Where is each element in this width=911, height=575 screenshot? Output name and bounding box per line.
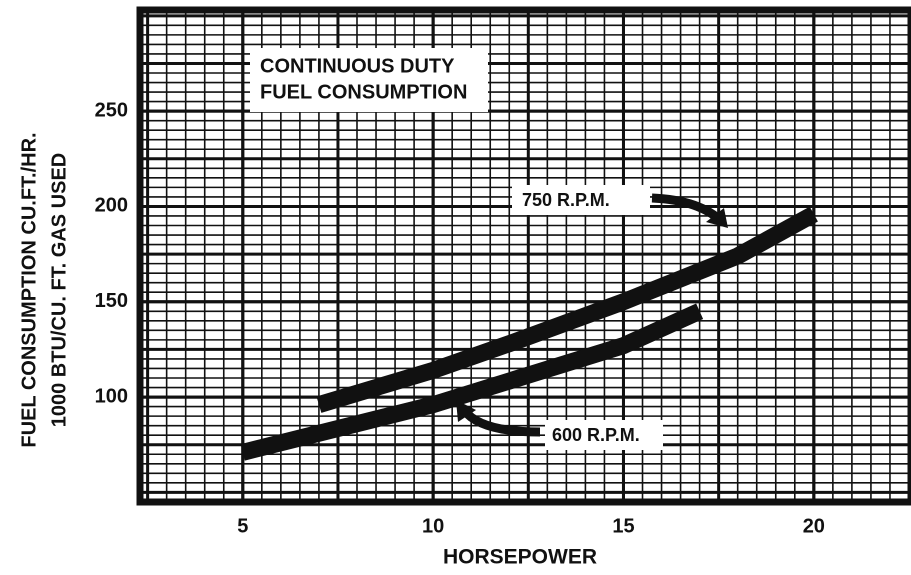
plot-lines xyxy=(240,206,818,461)
line xyxy=(316,206,818,413)
series-label: 600 R.P.M. xyxy=(552,425,640,445)
plot-frame xyxy=(136,6,911,506)
grid xyxy=(140,12,911,500)
y-tick-label: 200 xyxy=(95,195,128,217)
x-axis-label: HORSEPOWER xyxy=(443,546,597,569)
x-tick-label: 20 xyxy=(803,515,825,537)
y-tick-label: 100 xyxy=(95,385,128,407)
label-box xyxy=(545,420,663,450)
x-tick-label: 10 xyxy=(422,515,444,537)
line xyxy=(240,303,704,461)
y-axis-label: FUEL CONSUMPTION CU.FT./HR. xyxy=(18,132,40,447)
x-tick-label: 15 xyxy=(612,515,634,537)
arrow-head xyxy=(706,208,728,228)
y-tick-label: 250 xyxy=(95,99,128,121)
y-axis-label: 1000 BTU/CU. FT. GAS USED xyxy=(48,153,70,428)
y-tick-label: 150 xyxy=(95,290,128,312)
title-box xyxy=(250,48,488,112)
x-tick-label: 5 xyxy=(237,515,248,537)
chart-title: CONTINUOUS DUTY xyxy=(260,55,455,77)
label-box xyxy=(512,185,650,215)
arrow-head xyxy=(456,400,476,422)
chart-title: FUEL CONSUMPTION xyxy=(260,81,467,103)
series-label: 750 R.P.M. xyxy=(522,190,610,210)
